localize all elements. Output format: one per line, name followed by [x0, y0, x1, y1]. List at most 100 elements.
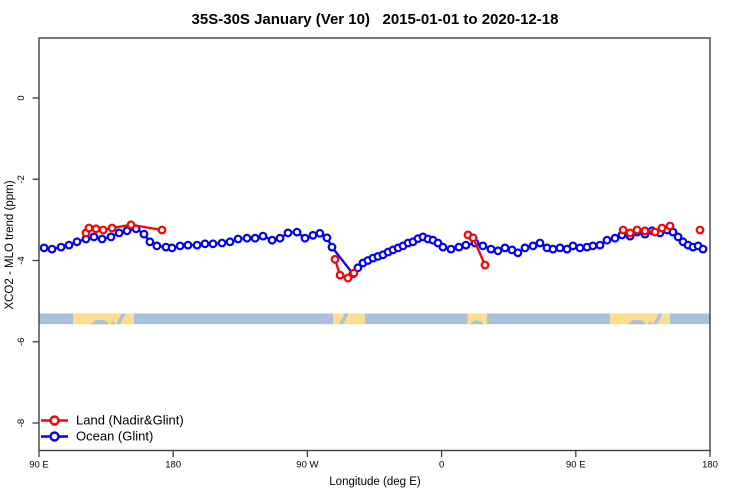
- map-band-ocean: [39, 313, 710, 325]
- map-band-coast-bight: [91, 319, 109, 325]
- ocean-series-point: [315, 228, 325, 238]
- ocean-series-point: [167, 243, 177, 253]
- ocean-series-point: [183, 240, 193, 250]
- ocean-series-point: [242, 233, 252, 243]
- ocean-series-point: [258, 231, 268, 241]
- ocean-series-point: [588, 241, 598, 251]
- ocean-series-point: [39, 243, 49, 253]
- ocean-series-point: [175, 241, 185, 251]
- legend: Land (Nadir&Glint) Ocean (Glint): [41, 413, 184, 444]
- ocean-series-point: [595, 240, 605, 250]
- land-series-point: [650, 227, 660, 237]
- x-tick-label: 90 E: [29, 460, 49, 471]
- x-tick-label: 180: [702, 460, 718, 471]
- plot-border: [38, 37, 711, 452]
- map-band-land-africa: [467, 313, 488, 325]
- land-series-point: [640, 226, 650, 236]
- land-series-point: [480, 260, 490, 270]
- ocean-series-point: [698, 244, 708, 254]
- legend-markers: [41, 415, 68, 442]
- ocean-series-point: [217, 238, 227, 248]
- ocean-series-point: [535, 238, 545, 248]
- land-series-point: [107, 223, 117, 233]
- map-band-coast-strait: [653, 313, 663, 325]
- ocean-series-point: [446, 244, 456, 254]
- ocean-series-point: [568, 241, 578, 251]
- chart-title: 35S-30S January (Ver 10) 2015-01-01 to 2…: [191, 11, 559, 28]
- x-tick-label: 90 W: [296, 460, 318, 471]
- ocean-series-point: [139, 229, 149, 239]
- y-tick-label: 0: [16, 95, 27, 100]
- ocean-series-point: [233, 234, 243, 244]
- ocean-series-point: [106, 232, 116, 242]
- legend-label-ocean: Ocean (Glint): [76, 429, 153, 444]
- land-series-point: [343, 273, 353, 283]
- map-band-coast-strait: [116, 313, 126, 325]
- ocean-series-point: [250, 233, 260, 243]
- ocean-series-point: [438, 242, 448, 252]
- ocean-series-point: [56, 242, 66, 252]
- y-tick-label: -8: [16, 419, 27, 427]
- map-band: [39, 313, 710, 325]
- ocean-series-point: [267, 235, 277, 245]
- ocean-series-point: [555, 243, 565, 253]
- map-band-land-australia-repeat: [609, 313, 671, 325]
- ocean-series-point: [461, 240, 471, 250]
- land-series-point: [98, 225, 108, 235]
- y-tick-label: -6: [16, 338, 27, 346]
- ocean-series-point: [89, 232, 99, 242]
- legend-label-land: Land (Nadir&Glint): [76, 413, 184, 428]
- ocean-series-point: [122, 226, 132, 236]
- ocean-series-point: [200, 239, 210, 249]
- ocean-series-point: [528, 241, 538, 251]
- legend-point: [49, 415, 60, 426]
- ocean-series-point: [575, 243, 585, 253]
- y-tick-label: -4: [16, 256, 27, 264]
- land-series-point: [335, 270, 345, 280]
- ocean-series-point: [192, 240, 202, 250]
- ocean-series-point: [72, 237, 82, 247]
- ocean-series-point: [610, 233, 620, 243]
- ocean-series-point: [283, 228, 293, 238]
- map-band-coast-bight: [647, 321, 653, 325]
- data-series: [39, 220, 708, 283]
- map-band-coast-bight: [470, 320, 484, 325]
- x-tick-label: 0: [439, 460, 444, 471]
- map-band-coast-strait: [339, 313, 349, 325]
- ocean-series-point: [454, 242, 464, 252]
- ocean-series-point: [308, 230, 318, 240]
- land-series-point: [695, 225, 705, 235]
- land-series-point: [618, 225, 628, 235]
- land-series-point: [632, 225, 642, 235]
- land-series-point: [126, 220, 136, 230]
- ocean-series-point: [292, 227, 302, 237]
- land-series-point: [625, 228, 635, 238]
- land-series-point: [91, 224, 101, 234]
- ocean-series-point: [500, 243, 510, 253]
- ocean-series-point: [275, 233, 285, 243]
- land-series: [81, 220, 705, 283]
- y-axis-title: XCO2 - MLO trend (ppm): [4, 180, 16, 310]
- ocean-series-point: [493, 246, 503, 256]
- x-tick-label: 180: [165, 460, 181, 471]
- land-series-point: [657, 223, 667, 233]
- latitude-band-map: [39, 313, 710, 325]
- ocean-series-point: [513, 248, 523, 258]
- map-band-land-australia: [72, 313, 134, 325]
- land-series-point: [157, 225, 167, 235]
- ocean-series-point: [152, 241, 162, 251]
- ocean-series-point: [145, 237, 155, 247]
- axes: 90 E 180 90 W 0 90 E 180 0 -2 -4 -6 -8: [16, 37, 718, 471]
- ocean-series-point: [300, 233, 310, 243]
- land-series-point: [665, 221, 675, 231]
- ocean-series-point: [225, 237, 235, 247]
- map-band-coast-bight: [110, 321, 116, 325]
- ocean-series-point: [548, 244, 558, 254]
- map-band-land-south-america: [333, 313, 365, 325]
- ocean-series-point: [97, 234, 107, 244]
- land-series-point: [468, 233, 478, 243]
- ocean-series-point: [208, 239, 218, 249]
- ocean-series-point: [602, 235, 612, 245]
